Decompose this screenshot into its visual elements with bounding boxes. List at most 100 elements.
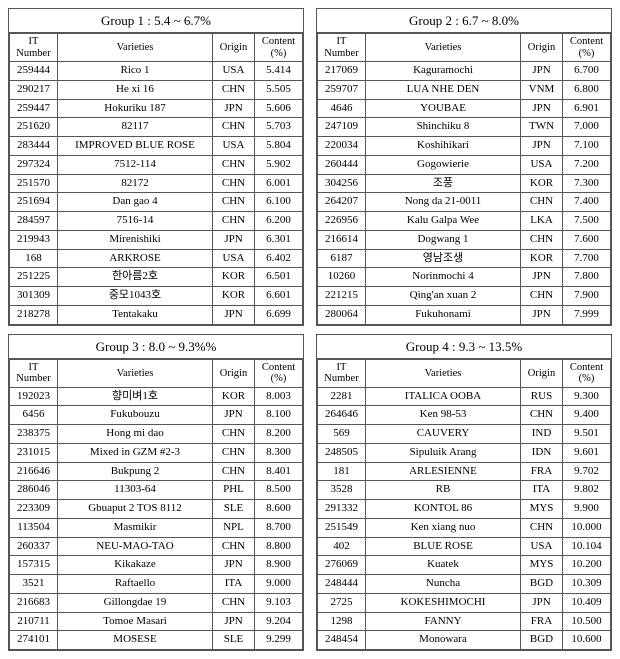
- table-row: 260337NEU-MAO-TAOCHN8.800: [10, 537, 303, 556]
- column-header: Varieties: [58, 34, 213, 62]
- table-cell: 402: [318, 537, 366, 556]
- table-cell: SLE: [213, 631, 255, 650]
- table-cell: ITA: [521, 481, 563, 500]
- table-cell: RUS: [521, 387, 563, 406]
- data-table: ITNumberVarietiesOriginContent(%)259444R…: [9, 33, 303, 325]
- table-cell: 10260: [318, 268, 366, 287]
- table-row: 283444IMPROVED BLUE ROSEUSA5.804: [10, 137, 303, 156]
- table-cell: 2725: [318, 593, 366, 612]
- table-row: 2281ITALICA OOBARUS9.300: [318, 387, 611, 406]
- table-cell: 8.003: [255, 387, 303, 406]
- table-cell: USA: [521, 155, 563, 174]
- column-header: Content(%): [255, 359, 303, 387]
- table-cell: 9.204: [255, 612, 303, 631]
- table-cell: 259444: [10, 62, 58, 81]
- table-cell: 4646: [318, 99, 366, 118]
- table-cell: 218278: [10, 305, 58, 324]
- table-cell: CHN: [521, 193, 563, 212]
- table-cell: 11303-64: [58, 481, 213, 500]
- table-cell: KOR: [521, 174, 563, 193]
- table-cell: Dogwang 1: [366, 230, 521, 249]
- data-table: ITNumberVarietiesOriginContent(%)192023향…: [9, 359, 303, 651]
- table-cell: Nuncha: [366, 575, 521, 594]
- table-cell: Norinmochi 4: [366, 268, 521, 287]
- group-panel-1: Group 1 : 5.4 ~ 6.7%ITNumberVarietiesOri…: [8, 8, 304, 326]
- table-cell: 192023: [10, 387, 58, 406]
- table-cell: IMPROVED BLUE ROSE: [58, 137, 213, 156]
- table-row: 251549Ken xiang nuoCHN10.000: [318, 518, 611, 537]
- table-cell: 10.500: [563, 612, 611, 631]
- table-row: 264207Nong da 21-0011CHN7.400: [318, 193, 611, 212]
- table-cell: 7.999: [563, 305, 611, 324]
- table-row: 25157082172CHN6.001: [10, 174, 303, 193]
- table-row: 280064FukuhonamiJPN7.999: [318, 305, 611, 324]
- table-cell: KOR: [213, 287, 255, 306]
- table-cell: 221215: [318, 287, 366, 306]
- table-cell: Nong da 21-0011: [366, 193, 521, 212]
- table-cell: 297324: [10, 155, 58, 174]
- table-row: 221215Qing'an xuan 2CHN7.900: [318, 287, 611, 306]
- table-cell: 291332: [318, 500, 366, 519]
- table-cell: Ken 98-53: [366, 406, 521, 425]
- table-cell: 7.900: [563, 287, 611, 306]
- table-cell: Kuatek: [366, 556, 521, 575]
- group-title: Group 2 : 6.7 ~ 8.0%: [317, 9, 611, 33]
- table-cell: 6.100: [255, 193, 303, 212]
- table-row: 218278TentakakuJPN6.699: [10, 305, 303, 324]
- table-cell: JPN: [213, 99, 255, 118]
- table-cell: FANNY: [366, 612, 521, 631]
- table-cell: 8.401: [255, 462, 303, 481]
- column-header: ITNumber: [318, 359, 366, 387]
- table-cell: ITA: [213, 575, 255, 594]
- table-cell: USA: [213, 249, 255, 268]
- table-cell: CHN: [213, 425, 255, 444]
- table-row: 274101MOSESESLE9.299: [10, 631, 303, 650]
- table-cell: 181: [318, 462, 366, 481]
- table-cell: 7.000: [563, 118, 611, 137]
- table-cell: CHN: [521, 406, 563, 425]
- column-header: ITNumber: [10, 359, 58, 387]
- table-row: 402BLUE ROSEUSA10.104: [318, 537, 611, 556]
- table-row: 216646Bukpung 2CHN8.401: [10, 462, 303, 481]
- table-row: 4646YOUBAEJPN6.901: [318, 99, 611, 118]
- table-cell: 301309: [10, 287, 58, 306]
- table-cell: CHN: [213, 462, 255, 481]
- table-cell: JPN: [521, 62, 563, 81]
- table-cell: Gogowierie: [366, 155, 521, 174]
- table-cell: 6456: [10, 406, 58, 425]
- table-cell: Monowara: [366, 631, 521, 650]
- table-cell: 5.505: [255, 80, 303, 99]
- table-cell: Gbuaput 2 TOS 8112: [58, 500, 213, 519]
- table-row: 28604611303-64PHL8.500: [10, 481, 303, 500]
- table-row: 157315KikakazeJPN8.900: [10, 556, 303, 575]
- table-cell: TWN: [521, 118, 563, 137]
- table-cell: JPN: [521, 99, 563, 118]
- table-cell: 304256: [318, 174, 366, 193]
- table-cell: KOR: [213, 387, 255, 406]
- table-cell: 7.600: [563, 230, 611, 249]
- table-cell: JPN: [521, 593, 563, 612]
- table-row: 3528RBITA9.802: [318, 481, 611, 500]
- table-cell: 220034: [318, 137, 366, 156]
- table-cell: 9.300: [563, 387, 611, 406]
- table-row: 168ARKROSEUSA6.402: [10, 249, 303, 268]
- table-cell: Raftaello: [58, 575, 213, 594]
- table-cell: 260337: [10, 537, 58, 556]
- table-cell: JPN: [213, 612, 255, 631]
- table-cell: 6187: [318, 249, 366, 268]
- table-row: 259444Rico 1USA5.414: [10, 62, 303, 81]
- table-cell: CHN: [213, 593, 255, 612]
- table-row: 260444GogowierieUSA7.200: [318, 155, 611, 174]
- table-cell: 259447: [10, 99, 58, 118]
- table-cell: KOR: [213, 268, 255, 287]
- column-header: Varieties: [58, 359, 213, 387]
- column-header: ITNumber: [10, 34, 58, 62]
- table-row: 216614Dogwang 1CHN7.600: [318, 230, 611, 249]
- table-cell: MOSESE: [58, 631, 213, 650]
- table-cell: 283444: [10, 137, 58, 156]
- table-cell: KOR: [521, 249, 563, 268]
- table-cell: CAUVERY: [366, 425, 521, 444]
- table-cell: Qing'an xuan 2: [366, 287, 521, 306]
- table-cell: 284597: [10, 212, 58, 231]
- table-cell: 7.100: [563, 137, 611, 156]
